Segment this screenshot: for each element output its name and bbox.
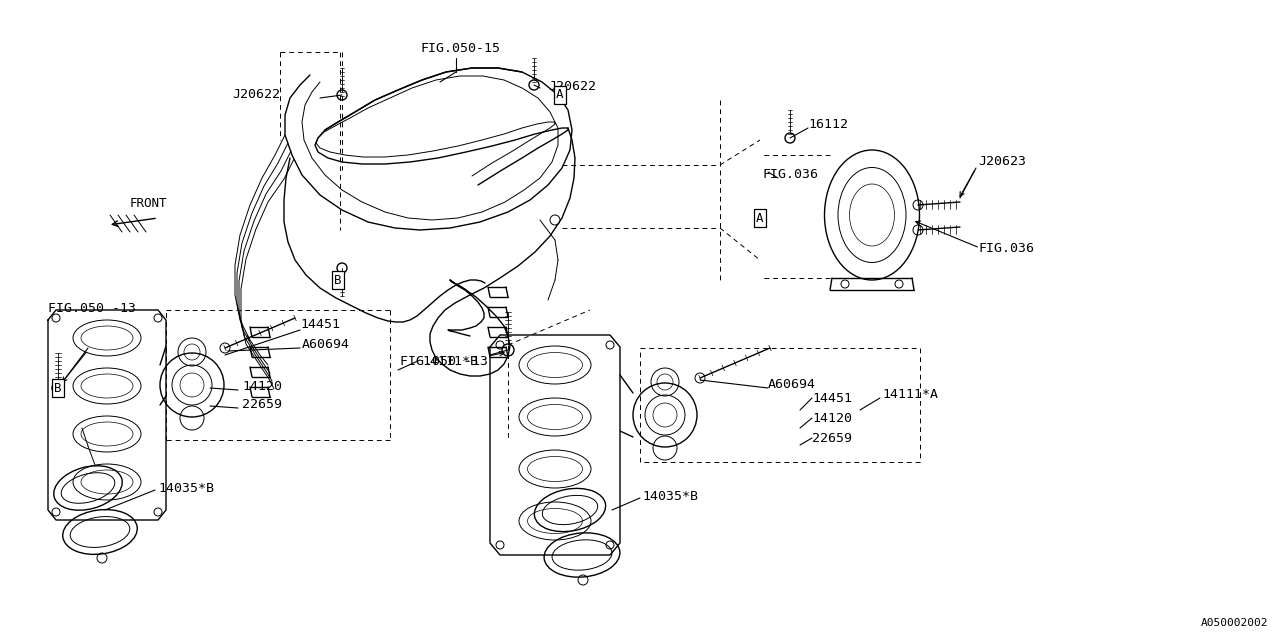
Text: J20622: J20622 <box>232 88 280 101</box>
Text: 14035*B: 14035*B <box>157 482 214 495</box>
Text: 22659: 22659 <box>242 398 282 411</box>
Text: FIG.050 -13: FIG.050 -13 <box>399 355 488 368</box>
Text: 14111*B: 14111*B <box>422 355 477 368</box>
Text: 14451: 14451 <box>300 318 340 331</box>
Text: B: B <box>54 381 61 394</box>
Text: A050002002: A050002002 <box>1201 618 1268 628</box>
Text: A60694: A60694 <box>302 338 349 351</box>
Text: FRONT: FRONT <box>131 197 168 210</box>
Text: 14120: 14120 <box>812 412 852 425</box>
Text: FIG.036: FIG.036 <box>762 168 818 181</box>
Text: 22659: 22659 <box>812 432 852 445</box>
Text: 14035*B: 14035*B <box>643 490 698 503</box>
Text: 14111*A: 14111*A <box>882 388 938 401</box>
Text: FIG.050 -13: FIG.050 -13 <box>49 302 136 315</box>
Text: 16112: 16112 <box>808 118 849 131</box>
Text: 14120: 14120 <box>242 380 282 393</box>
Text: A60694: A60694 <box>768 378 817 391</box>
Text: B: B <box>334 273 342 287</box>
Text: FIG.050-15: FIG.050-15 <box>420 42 500 55</box>
Text: A: A <box>557 88 563 102</box>
Text: J20622: J20622 <box>548 80 596 93</box>
Text: FIG.036: FIG.036 <box>978 242 1034 255</box>
Text: J20623: J20623 <box>978 155 1027 168</box>
Text: A: A <box>756 211 764 225</box>
Text: 14451: 14451 <box>812 392 852 405</box>
